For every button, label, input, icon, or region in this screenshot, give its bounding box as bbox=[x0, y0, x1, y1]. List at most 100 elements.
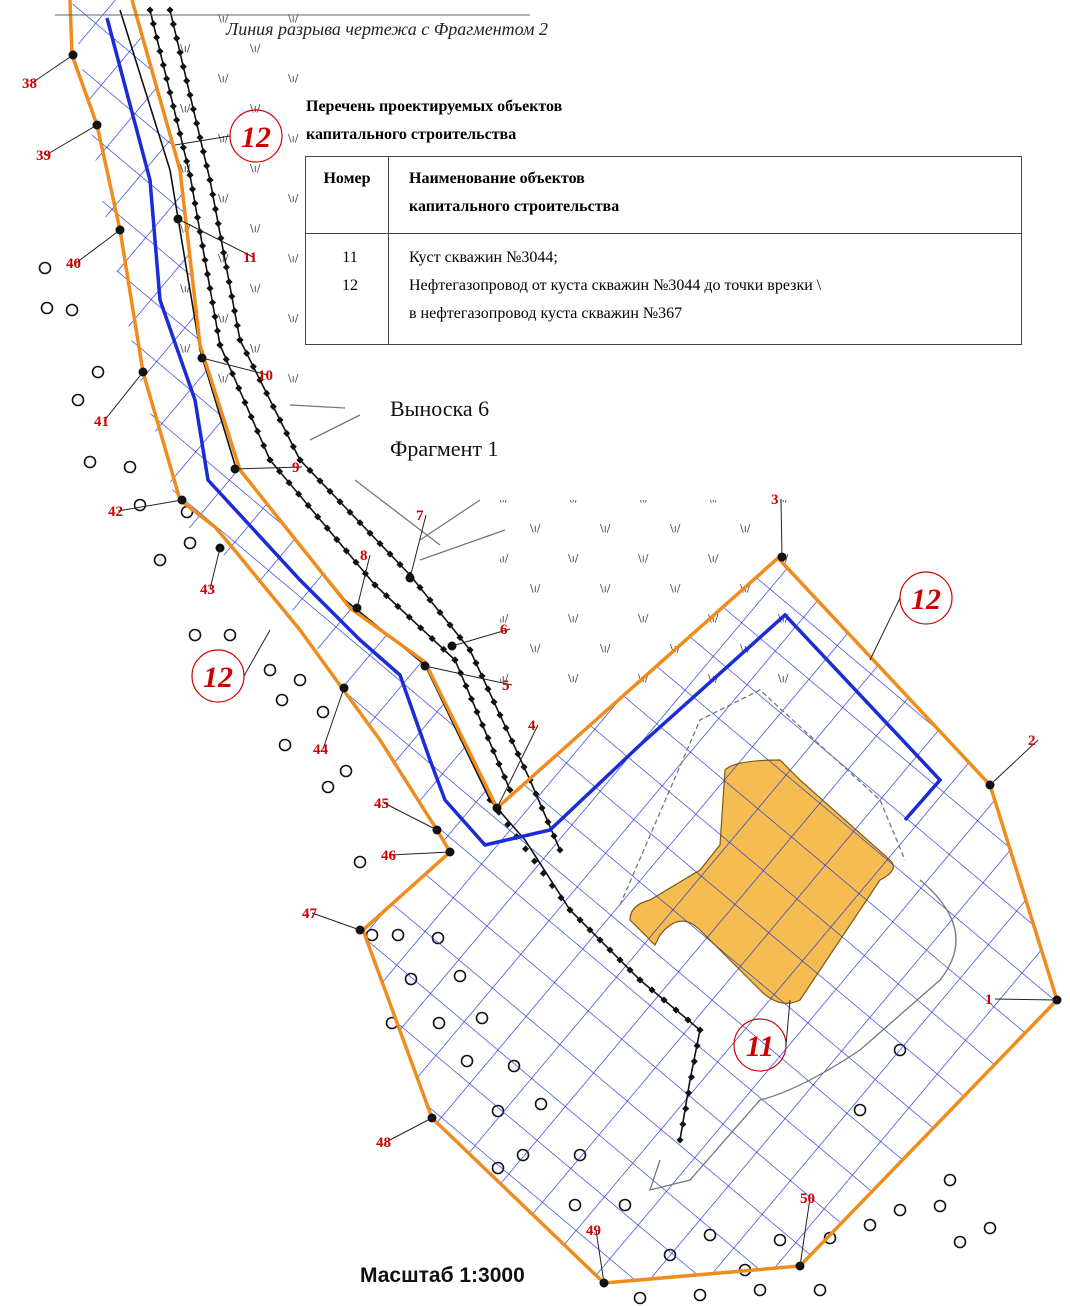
road-dot bbox=[176, 130, 184, 138]
boundary-point-2-leader bbox=[989, 739, 1039, 786]
boundary-point-49-leader bbox=[595, 1229, 605, 1284]
road-dot bbox=[428, 635, 436, 643]
forest-symbol bbox=[223, 628, 237, 642]
legend-header-row: Номер Наименование объектов капитального… bbox=[305, 156, 1022, 234]
road-dot bbox=[606, 946, 614, 954]
boundary-point-40-leader bbox=[75, 229, 121, 264]
road-dot bbox=[203, 162, 211, 170]
road-dot bbox=[222, 263, 230, 271]
road-dot bbox=[253, 427, 262, 435]
road-dot bbox=[386, 550, 394, 558]
road-dot bbox=[376, 540, 384, 548]
road-dot bbox=[146, 6, 154, 14]
boundary-point-9-label: 9 bbox=[292, 460, 300, 476]
road-dot bbox=[530, 857, 538, 865]
boundary-point-41-label: 41 bbox=[94, 414, 109, 430]
road-dot bbox=[198, 242, 207, 250]
boundary-point-38-leader bbox=[31, 54, 74, 84]
legend-header-name: Наименование объектов капитального строи… bbox=[388, 156, 1022, 234]
forest-symbol bbox=[91, 365, 105, 379]
road-dot bbox=[382, 592, 390, 600]
road-dot bbox=[346, 508, 354, 516]
road-dot bbox=[684, 1016, 692, 1024]
road-dot bbox=[241, 398, 249, 407]
road-dot bbox=[532, 790, 540, 798]
road-dot bbox=[506, 786, 514, 794]
road-dot bbox=[522, 845, 530, 853]
forest-symbol bbox=[40, 301, 54, 315]
road-dot bbox=[416, 583, 424, 592]
road-dot bbox=[228, 292, 236, 300]
road-dot bbox=[548, 882, 556, 890]
road-dot bbox=[672, 1006, 680, 1014]
forest-symbol bbox=[293, 673, 307, 687]
road-dot bbox=[243, 349, 251, 357]
road-dot bbox=[490, 698, 498, 706]
road-dot bbox=[191, 199, 199, 207]
boundary-point-2-label: 2 bbox=[1028, 733, 1036, 749]
road-dot bbox=[206, 176, 214, 184]
road-dot bbox=[186, 91, 194, 99]
boundary-point-1-label: 1 bbox=[985, 992, 993, 1008]
callout-label-line2: Фрагмент 1 bbox=[390, 436, 499, 461]
road-dot bbox=[183, 77, 191, 85]
road-dot bbox=[496, 711, 504, 719]
road-dot bbox=[484, 734, 492, 742]
road-dot bbox=[296, 456, 304, 464]
road-dot bbox=[169, 20, 177, 28]
forest-symbol bbox=[983, 1221, 997, 1235]
boundary-point-43-label: 43 bbox=[200, 582, 215, 598]
forest-symbol bbox=[316, 705, 330, 719]
road-dot bbox=[236, 336, 244, 344]
road-dot bbox=[504, 820, 512, 828]
boundary-point-39-leader bbox=[45, 124, 98, 156]
road-dot bbox=[660, 996, 668, 1004]
road-dot bbox=[220, 249, 228, 257]
legend-numbers: 11 12 bbox=[305, 233, 389, 345]
road-dot bbox=[446, 621, 454, 629]
road-dot bbox=[149, 20, 157, 28]
road-dot bbox=[179, 143, 187, 152]
boundary-point-5-label: 5 bbox=[502, 678, 510, 694]
boundary-point-3-label: 3 bbox=[771, 492, 779, 508]
road-dot bbox=[201, 256, 209, 264]
pad-grid-overlay bbox=[630, 760, 894, 1004]
road-dot bbox=[179, 63, 187, 71]
boundary-point-47-label: 47 bbox=[302, 906, 318, 922]
forest-symbol bbox=[953, 1235, 967, 1249]
road-dot bbox=[276, 416, 284, 424]
road-dot bbox=[366, 529, 374, 537]
road-dot bbox=[289, 443, 297, 451]
road-dot bbox=[222, 355, 230, 363]
road-dot bbox=[616, 956, 624, 964]
legend-header-number: Номер bbox=[305, 156, 389, 234]
break-line-label: Линия разрыва чертежа с Фрагментом 2 bbox=[226, 19, 548, 39]
boundary-point-7-label: 7 bbox=[416, 508, 424, 524]
boundary-point-7-leader bbox=[409, 514, 427, 579]
road-dot bbox=[556, 846, 564, 854]
object-callout-12-number: 12 bbox=[911, 583, 941, 616]
forest-symbol bbox=[133, 498, 147, 512]
road-dot bbox=[539, 869, 547, 877]
road-dot bbox=[188, 185, 197, 193]
road-dot bbox=[538, 804, 546, 812]
road-dot bbox=[314, 513, 322, 521]
boundary-point-47-leader bbox=[311, 912, 361, 931]
forest-symbol bbox=[183, 536, 197, 550]
boundary-point-10-leader bbox=[201, 357, 269, 376]
road-dot bbox=[216, 341, 224, 349]
road-dot bbox=[211, 205, 219, 213]
forest-symbol bbox=[863, 1218, 877, 1232]
boundary-point-45-leader bbox=[383, 802, 438, 831]
boundary-point-11-leader bbox=[177, 218, 254, 258]
road-dot bbox=[159, 61, 167, 69]
road-dot bbox=[169, 102, 177, 110]
road-dot bbox=[336, 498, 344, 506]
object-callout-12-number: 12 bbox=[241, 121, 271, 154]
legend-title: Перечень проектируемых объектов капиталь… bbox=[306, 98, 563, 143]
road-dot bbox=[203, 270, 212, 278]
road-dot bbox=[260, 442, 268, 450]
road-dot bbox=[209, 191, 217, 199]
road-dot bbox=[166, 6, 174, 14]
boundary-point-42-label: 42 bbox=[108, 504, 123, 520]
